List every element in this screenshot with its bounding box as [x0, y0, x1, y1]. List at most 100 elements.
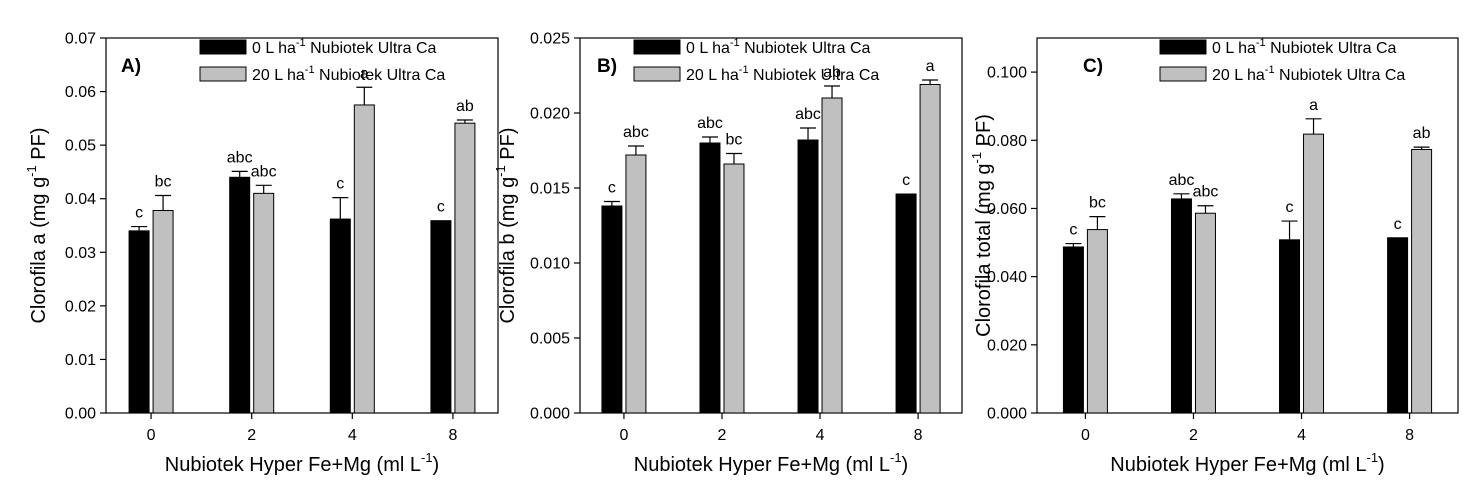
chart-panel-3: 0.000 0.020 0.040 0.060 0.080 0.100 0 2 4 8 c abc c c…	[969, 37, 1459, 476]
bar-series-2-cat-2	[253, 192, 275, 414]
significance-label: abc	[251, 163, 277, 180]
y-tick-label: 0.005	[530, 331, 570, 348]
y-tick-label: 0.000	[530, 406, 570, 423]
y-tick-label: 0.010	[530, 256, 570, 273]
significance-label: c	[608, 180, 616, 197]
x-tick-label: 2	[247, 427, 256, 444]
x-tick-label: 8	[448, 427, 457, 444]
legend-swatch-2	[199, 66, 247, 82]
bar-series-2-cat-8	[1411, 148, 1433, 414]
y-tick-label: 0.080	[987, 133, 1027, 150]
legend-swatch-1	[1159, 39, 1207, 55]
legend-label-2: 20 L ha-1 Nubiotek Ultra Ca	[1212, 64, 1405, 84]
significance-label: abc	[623, 124, 649, 141]
bar-series-1-cat-8	[895, 193, 917, 414]
x-axis-title: Nubiotek Hyper Fe+Mg (ml L-1)	[1110, 450, 1384, 476]
y-tick-label: 0.020	[530, 106, 570, 123]
y-tick-label: 0.04	[65, 191, 96, 208]
bar-series-2-cat-4	[1303, 133, 1325, 414]
significance-label: c	[336, 176, 344, 193]
legend-label-1: 0 L ha-1 Nubiotek Ultra Ca	[686, 37, 870, 57]
bar-series-2-cat-0	[152, 210, 174, 414]
x-axis-title: Nubiotek Hyper Fe+Mg (ml L-1)	[634, 450, 908, 476]
plot-frame	[1036, 37, 1459, 414]
x-tick-label: 2	[718, 427, 727, 444]
x-axis-title: Nubiotek Hyper Fe+Mg (ml L-1)	[165, 450, 439, 476]
legend-label-1: 0 L ha-1 Nubiotek Ultra Ca	[1212, 37, 1396, 57]
bar-series-1-cat-0	[1062, 246, 1084, 414]
legend-label-1: 0 L ha-1 Nubiotek Ultra Ca	[252, 37, 436, 57]
significance-label: bc	[155, 174, 172, 191]
chart-panel-1: 0.000.010.020.030.040.050.060.070 2 4 8cabc…	[24, 31, 499, 476]
y-tick-label: 0.03	[65, 245, 96, 262]
y-tick-label: 0.015	[530, 181, 570, 198]
bar-series-1-cat-2	[1170, 198, 1192, 414]
bar-series-2-cat-8	[919, 84, 941, 414]
legend-swatch-2	[633, 66, 681, 82]
legend-swatch-1	[633, 39, 681, 55]
bar-series-2-cat-2	[723, 163, 745, 414]
bar-series-1-cat-8	[430, 220, 452, 414]
significance-label: bc	[726, 132, 743, 149]
significance-label: ab	[1413, 125, 1431, 142]
bar-series-1-cat-4	[1279, 239, 1301, 414]
bar-series-1-cat-8	[1387, 237, 1409, 414]
significance-label: abc	[1193, 184, 1219, 201]
plot-frame	[105, 37, 499, 414]
legend: 0 L ha-1 Nubiotek Ultra Ca 20 L ha-1 Nubi…	[633, 37, 879, 84]
x-tick-label: 4	[816, 427, 825, 444]
legend: 0 L ha-1 Nubiotek Ultra Ca 20 L ha-1 Nubi…	[1159, 37, 1405, 84]
x-tick-label: 0	[1081, 427, 1090, 444]
y-tick-label: 0.060	[987, 201, 1027, 218]
bar-series-2-cat-0	[625, 154, 647, 414]
x-tick-label: 2	[1189, 427, 1198, 444]
significance-label: abc	[795, 106, 821, 123]
significance-label: a	[360, 65, 369, 82]
x-tick-label: 0	[147, 427, 156, 444]
y-tick-label: 0.07	[65, 31, 96, 48]
legend-label-2: 20 L ha-1 Nubiotek Ultra Ca	[252, 64, 445, 84]
y-tick-label: 0.000	[987, 406, 1027, 423]
bar-series-1-cat-2	[699, 142, 721, 414]
significance-label: abc	[697, 115, 723, 132]
bar-series-2-cat-8	[454, 122, 476, 414]
significance-label: ab	[823, 64, 841, 81]
legend-swatch-1	[199, 39, 247, 55]
y-tick-label: 0.01	[65, 352, 96, 369]
panel-label: A)	[121, 56, 141, 77]
y-axis-title: Clorofila a (mg g-1 PF)	[24, 127, 50, 323]
significance-label: a	[926, 58, 935, 75]
significance-label: c	[135, 205, 143, 222]
y-axis-title: Clorofila b (mg g-1 PF)	[493, 127, 519, 323]
bar-series-1-cat-0	[128, 230, 150, 414]
significance-label: c	[437, 199, 445, 216]
significance-label: bc	[1089, 195, 1106, 212]
legend-swatch-2	[1159, 66, 1207, 82]
significance-label: ab	[456, 98, 474, 115]
y-tick-label: 0.100	[987, 65, 1027, 82]
bar-series-2-cat-4	[821, 97, 843, 414]
plot-frame	[579, 37, 963, 414]
significance-label: c	[1069, 222, 1077, 239]
x-tick-label: 8	[1405, 427, 1414, 444]
bar-series-2-cat-4	[353, 104, 375, 414]
significance-label: c	[1286, 199, 1294, 216]
significance-label: c	[902, 172, 910, 189]
y-tick-label: 0.040	[987, 269, 1027, 286]
y-tick-label: 0.025	[530, 31, 570, 48]
y-tick-label: 0.020	[987, 337, 1027, 354]
x-tick-label: 0	[619, 427, 628, 444]
x-tick-label: 4	[348, 427, 357, 444]
bar-series-1-cat-2	[229, 176, 251, 414]
panel-label: B)	[597, 56, 617, 77]
bar-series-1-cat-4	[797, 139, 819, 414]
bar-series-2-cat-2	[1194, 212, 1216, 414]
significance-label: abc	[227, 149, 253, 166]
y-tick-label: 0.06	[65, 84, 96, 101]
x-tick-label: 4	[1297, 427, 1306, 444]
y-tick-label: 0.02	[65, 298, 96, 315]
significance-label: c	[1394, 216, 1402, 233]
bar-series-1-cat-0	[601, 205, 623, 414]
